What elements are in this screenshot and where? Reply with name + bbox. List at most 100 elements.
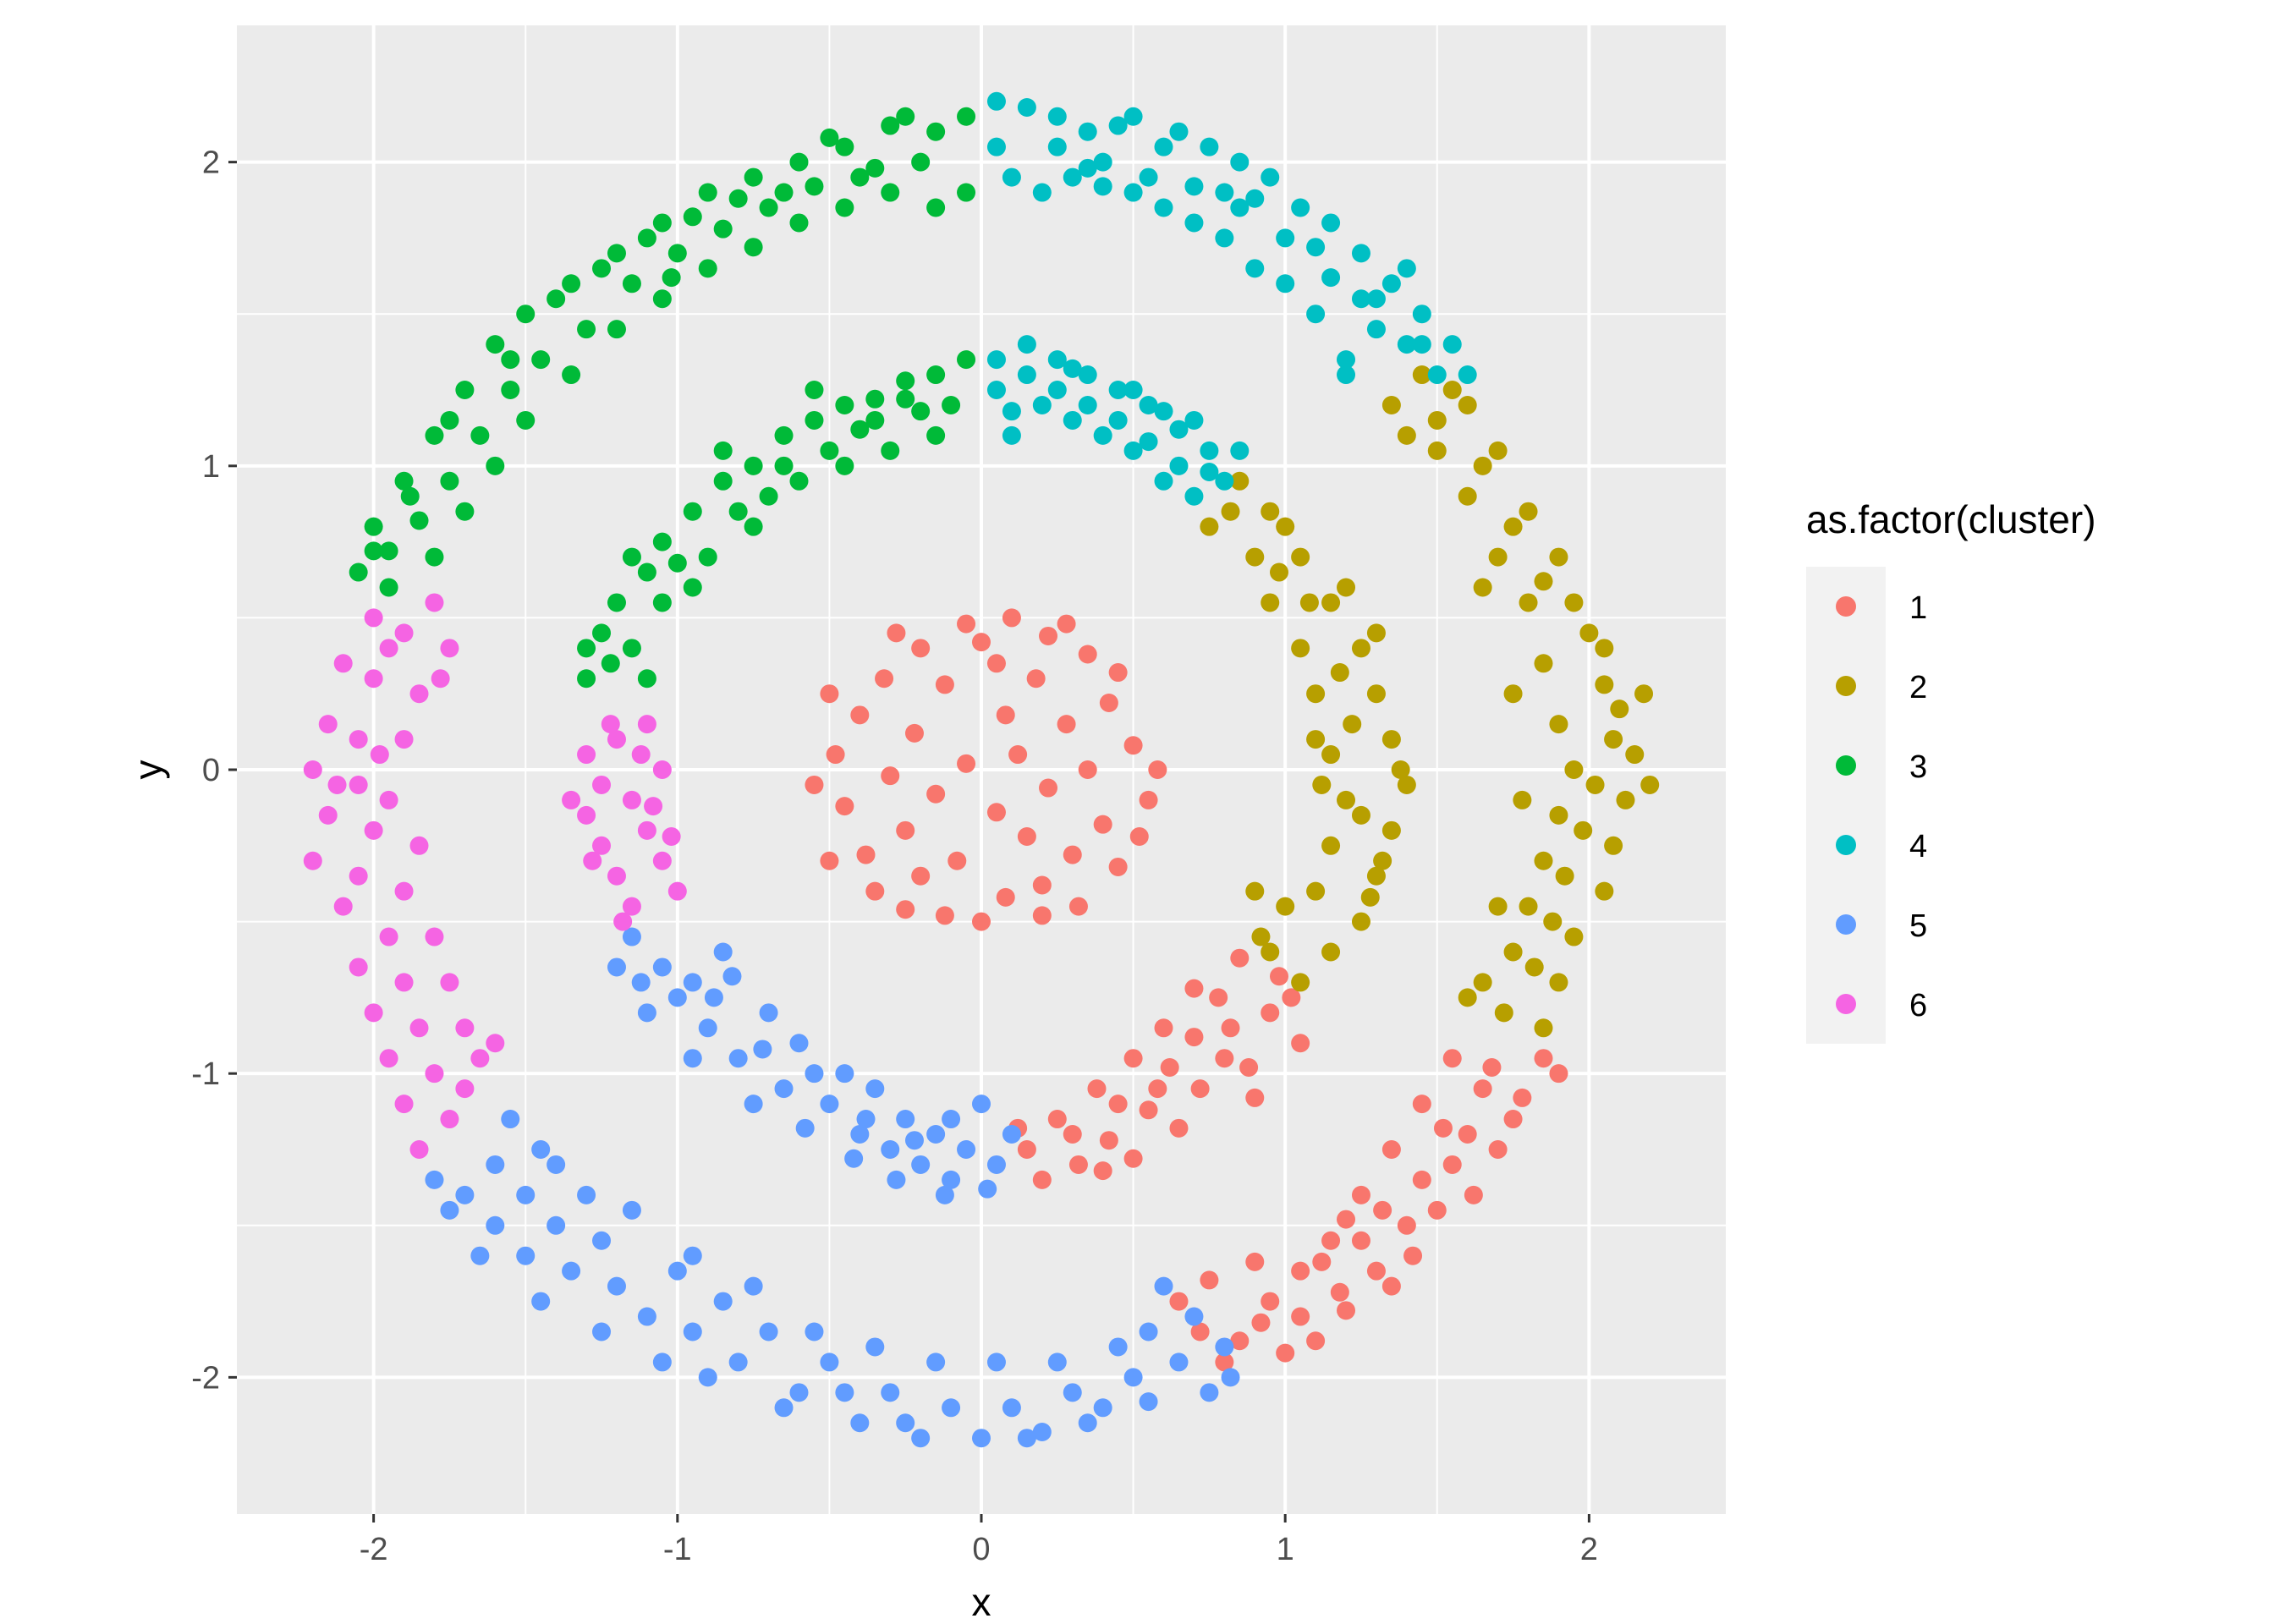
data-point bbox=[547, 1215, 566, 1235]
legend-title: as.factor(cluster) bbox=[1806, 497, 2096, 541]
data-point bbox=[835, 456, 854, 475]
data-point bbox=[1616, 790, 1635, 809]
data-point bbox=[1397, 335, 1416, 354]
data-point bbox=[1063, 410, 1082, 430]
data-point bbox=[1169, 122, 1189, 141]
data-point bbox=[1261, 942, 1280, 962]
data-point bbox=[1291, 1034, 1310, 1053]
data-point bbox=[652, 593, 672, 612]
data-point bbox=[911, 1155, 931, 1174]
data-point bbox=[562, 1261, 581, 1281]
data-point bbox=[652, 532, 672, 551]
data-point bbox=[911, 866, 931, 886]
data-point bbox=[1473, 973, 1492, 992]
data-point bbox=[1017, 365, 1036, 385]
data-point bbox=[1047, 1352, 1067, 1372]
data-point bbox=[957, 754, 976, 773]
data-point bbox=[1513, 790, 1532, 809]
data-point bbox=[562, 274, 581, 294]
data-point bbox=[1503, 1110, 1523, 1129]
data-point bbox=[1148, 1079, 1167, 1099]
data-point bbox=[409, 1018, 429, 1038]
data-point bbox=[1337, 1210, 1356, 1229]
data-point bbox=[652, 957, 672, 977]
data-point bbox=[1634, 684, 1654, 704]
data-point bbox=[942, 1110, 961, 1129]
data-point bbox=[744, 456, 763, 475]
data-point bbox=[972, 1429, 991, 1448]
data-point bbox=[835, 198, 854, 217]
data-point bbox=[1261, 502, 1280, 521]
data-point bbox=[1494, 1003, 1513, 1023]
data-point bbox=[683, 207, 702, 227]
data-point bbox=[1184, 979, 1204, 998]
data-point bbox=[1063, 1383, 1082, 1402]
data-point bbox=[1139, 790, 1158, 809]
data-point bbox=[1063, 167, 1082, 187]
data-point bbox=[1057, 715, 1076, 734]
data-point bbox=[1282, 988, 1301, 1007]
data-point bbox=[1381, 730, 1401, 749]
data-point bbox=[1458, 486, 1477, 506]
data-point bbox=[637, 669, 656, 689]
data-point bbox=[1427, 365, 1447, 385]
data-point bbox=[1595, 639, 1614, 658]
data-point bbox=[805, 775, 824, 794]
data-point bbox=[896, 900, 915, 919]
data-point bbox=[1047, 381, 1067, 400]
legend-entry-6: 6 bbox=[1836, 988, 1927, 1023]
data-point bbox=[683, 1246, 702, 1265]
data-point bbox=[948, 851, 967, 870]
data-point bbox=[1251, 1313, 1271, 1332]
data-point bbox=[1047, 1110, 1067, 1129]
data-point bbox=[1306, 238, 1326, 257]
series-4 bbox=[986, 91, 1477, 506]
data-point bbox=[1473, 456, 1492, 475]
data-point bbox=[1209, 988, 1228, 1007]
data-point bbox=[713, 441, 733, 460]
x-tick-label: 1 bbox=[1277, 1532, 1294, 1567]
data-point bbox=[1574, 820, 1593, 840]
data-point bbox=[1160, 1058, 1179, 1077]
legend-entry-5: 5 bbox=[1836, 908, 1927, 944]
data-point bbox=[652, 213, 672, 233]
data-point bbox=[805, 1322, 824, 1341]
data-point bbox=[1139, 395, 1158, 414]
data-point bbox=[1108, 116, 1128, 135]
data-point bbox=[1513, 1088, 1532, 1107]
data-point bbox=[1190, 1079, 1210, 1099]
data-point bbox=[637, 820, 656, 840]
data-point bbox=[1032, 395, 1052, 414]
data-point bbox=[881, 1383, 900, 1402]
data-point bbox=[1002, 1398, 1021, 1418]
legend-key bbox=[1836, 676, 1856, 696]
data-point bbox=[1337, 790, 1356, 809]
data-point bbox=[1321, 268, 1341, 288]
data-point bbox=[1245, 259, 1265, 278]
y-tick-label: 1 bbox=[202, 449, 220, 485]
data-point bbox=[1093, 152, 1112, 172]
data-point bbox=[1154, 402, 1173, 421]
data-point bbox=[789, 1034, 809, 1053]
data-point bbox=[425, 547, 444, 567]
data-point bbox=[349, 775, 368, 794]
data-point bbox=[1403, 1246, 1423, 1265]
data-point bbox=[820, 128, 839, 147]
data-point bbox=[394, 730, 414, 749]
data-point bbox=[1154, 198, 1173, 217]
data-point bbox=[805, 1064, 824, 1084]
legend-key bbox=[1836, 914, 1856, 935]
data-point bbox=[759, 198, 778, 217]
data-point bbox=[865, 389, 885, 409]
data-point bbox=[753, 1040, 772, 1059]
data-point bbox=[1215, 1337, 1234, 1357]
data-point bbox=[303, 851, 322, 870]
data-point bbox=[1458, 988, 1477, 1007]
data-point bbox=[744, 1276, 763, 1296]
data-point bbox=[996, 705, 1015, 725]
legend-key bbox=[1836, 835, 1856, 855]
data-point bbox=[1524, 957, 1544, 977]
legend-key-background bbox=[1806, 567, 1886, 1044]
data-point bbox=[1184, 1028, 1204, 1047]
data-point bbox=[1221, 502, 1240, 521]
